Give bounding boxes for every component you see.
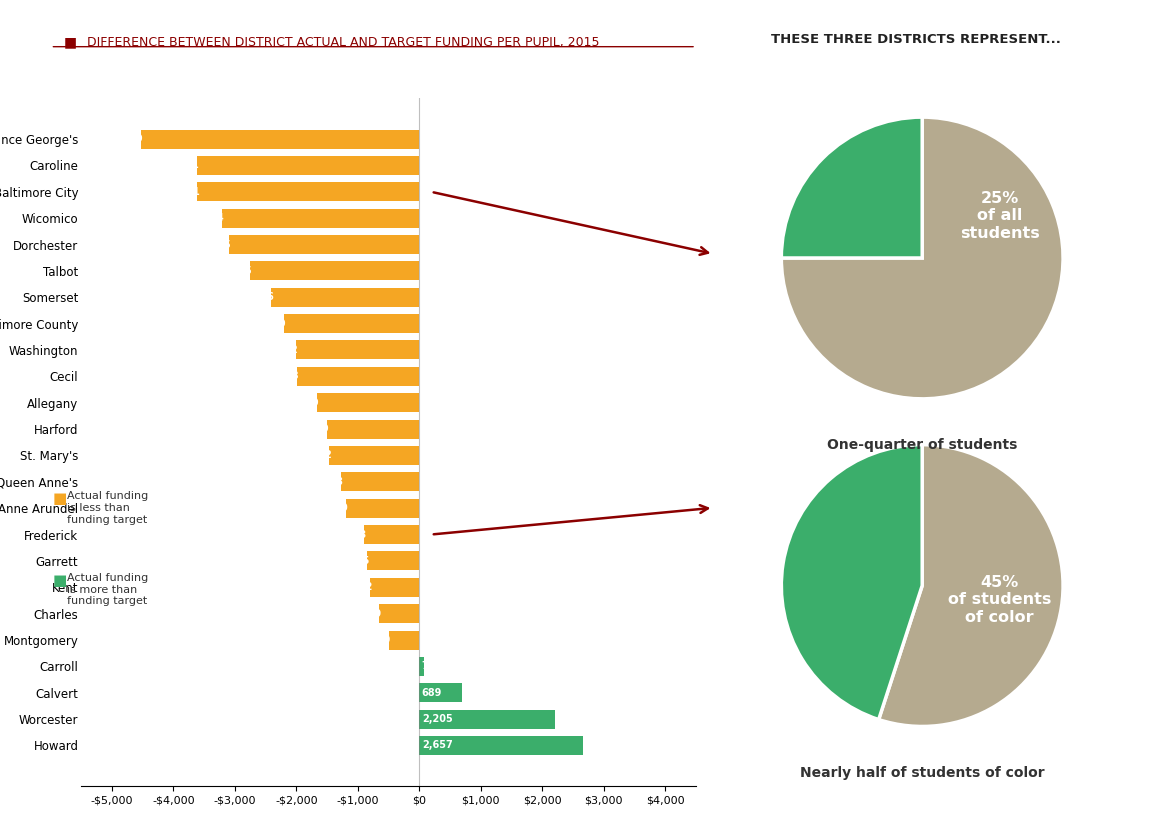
Text: -3,611: -3,611	[165, 187, 200, 197]
Text: ■: ■	[52, 491, 66, 506]
Bar	[370, 577, 420, 597]
Bar	[327, 419, 420, 438]
Wedge shape	[782, 117, 1063, 399]
Text: -1,669: -1,669	[284, 398, 319, 408]
Bar	[420, 683, 462, 702]
Bar	[364, 525, 420, 544]
Wedge shape	[782, 117, 922, 258]
Text: -3,621: -3,621	[165, 161, 200, 170]
Bar	[389, 631, 420, 649]
Text: Actual funding
is less than
funding target: Actual funding is less than funding targ…	[67, 491, 148, 525]
Bar	[420, 709, 554, 729]
Bar	[229, 235, 420, 254]
Text: 25%
of all
students: 25% of all students	[959, 191, 1039, 241]
Text: 2,205: 2,205	[422, 714, 452, 724]
Text: -1,499: -1,499	[295, 424, 329, 434]
Bar	[284, 314, 420, 333]
Text: -802: -802	[348, 582, 372, 592]
Text: ■: ■	[64, 35, 81, 50]
Text: One-quarter of students: One-quarter of students	[827, 438, 1017, 452]
Text: -1,268: -1,268	[309, 477, 343, 486]
Text: 689: 689	[422, 688, 442, 698]
Text: THESE THREE DISTRICTS REPRESENT...: THESE THREE DISTRICTS REPRESENT...	[771, 33, 1061, 46]
Text: -903: -903	[342, 530, 367, 540]
Bar	[341, 473, 420, 491]
Text: -2,755: -2,755	[218, 266, 253, 276]
Text: -845: -845	[346, 556, 370, 566]
Bar	[317, 393, 420, 412]
Text: -4,529: -4,529	[109, 134, 144, 144]
Wedge shape	[878, 445, 1063, 726]
Text: -500: -500	[367, 635, 391, 645]
Text: -2,199: -2,199	[252, 319, 287, 328]
Text: DIFFERENCE BETWEEN DISTRICT ACTUAL AND TARGET FUNDING PER PUPIL, 2015: DIFFERENCE BETWEEN DISTRICT ACTUAL AND T…	[87, 36, 600, 49]
Bar	[222, 209, 420, 228]
Bar	[379, 604, 420, 623]
Bar	[329, 446, 420, 465]
Text: Actual funding
is more than
funding target: Actual funding is more than funding targ…	[67, 573, 148, 607]
Bar	[420, 736, 582, 755]
Bar	[271, 287, 420, 307]
Text: ■: ■	[52, 573, 66, 588]
Text: 2,657: 2,657	[422, 740, 452, 750]
Bar	[420, 657, 423, 676]
Text: -1,190: -1,190	[314, 503, 349, 514]
Text: -1,462: -1,462	[297, 450, 332, 460]
Text: -3,095: -3,095	[197, 239, 232, 250]
Text: 45%
of students
of color: 45% of students of color	[948, 575, 1051, 625]
Text: 70: 70	[422, 662, 435, 672]
Bar	[297, 367, 420, 386]
Bar	[249, 261, 420, 280]
Text: -2,012: -2,012	[263, 345, 298, 355]
Text: -3,214: -3,214	[189, 213, 224, 223]
Text: -2,406: -2,406	[239, 292, 274, 302]
Bar	[197, 156, 420, 175]
Bar	[296, 341, 420, 360]
Bar	[368, 551, 420, 570]
Text: -1,993: -1,993	[264, 371, 299, 382]
Bar	[140, 129, 420, 148]
Text: Nearly half of students of color: Nearly half of students of color	[800, 766, 1044, 780]
Bar	[346, 499, 420, 518]
Wedge shape	[782, 445, 922, 720]
Bar	[197, 183, 420, 201]
Text: -659: -659	[357, 609, 382, 618]
